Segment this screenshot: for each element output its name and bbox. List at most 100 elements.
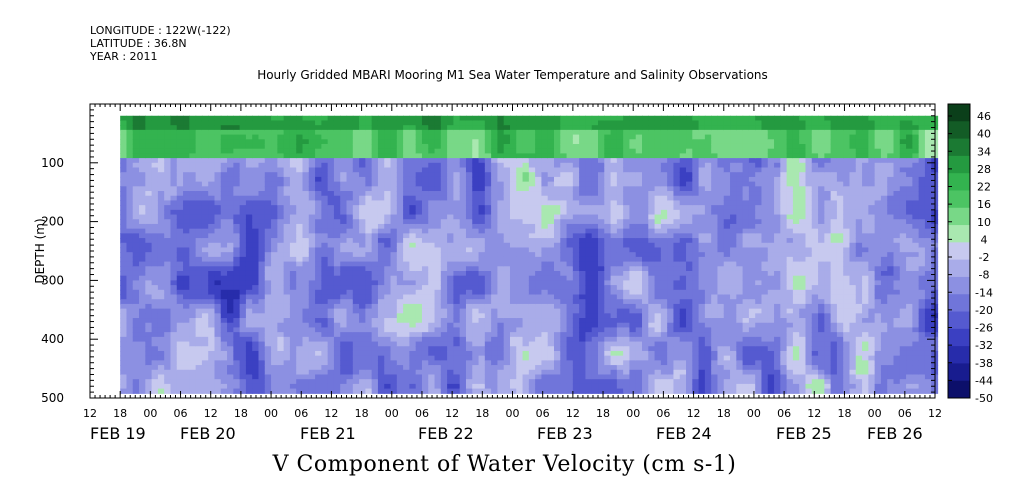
heatmap-cell bbox=[189, 332, 197, 338]
heatmap-cell bbox=[214, 242, 222, 249]
heatmap-cell bbox=[126, 115, 134, 122]
heatmap-cell bbox=[365, 261, 373, 267]
heatmap-cell bbox=[384, 238, 392, 244]
heatmap-cell bbox=[327, 143, 335, 150]
heatmap-cell bbox=[377, 280, 385, 286]
heatmap-cell bbox=[472, 139, 480, 145]
heatmap-cell bbox=[497, 388, 505, 394]
heatmap-cell bbox=[516, 205, 524, 211]
heatmap-cell bbox=[201, 270, 209, 277]
heatmap-cell bbox=[233, 115, 241, 122]
heatmap-cell bbox=[447, 191, 454, 197]
heatmap-cell bbox=[503, 129, 511, 136]
heatmap-cell bbox=[302, 322, 310, 329]
heatmap-cell bbox=[283, 374, 291, 380]
heatmap-cell bbox=[220, 242, 228, 249]
heatmap-cell bbox=[434, 379, 442, 385]
heatmap-cell bbox=[126, 205, 134, 211]
heatmap-cell bbox=[554, 209, 561, 216]
heatmap-cell bbox=[396, 270, 404, 277]
heatmap-cell bbox=[340, 346, 348, 352]
heatmap-cell bbox=[227, 228, 234, 234]
heatmap-cell bbox=[151, 162, 159, 169]
heatmap-cell bbox=[384, 148, 392, 154]
heatmap-cell bbox=[340, 350, 348, 357]
heatmap-cell bbox=[139, 125, 146, 131]
heatmap-cell bbox=[541, 172, 549, 178]
heatmap-cell bbox=[547, 247, 555, 253]
heatmap-cell bbox=[164, 134, 172, 140]
heatmap-cell bbox=[604, 365, 612, 371]
heatmap-cell bbox=[535, 186, 543, 192]
heatmap-cell bbox=[390, 285, 398, 291]
heatmap-cell bbox=[516, 172, 524, 178]
heatmap-cell bbox=[302, 247, 310, 253]
heatmap-cell bbox=[421, 139, 429, 145]
heatmap-cell bbox=[195, 318, 203, 324]
heatmap-cell bbox=[164, 181, 172, 187]
heatmap-cell bbox=[327, 261, 335, 267]
heatmap-cell bbox=[151, 233, 159, 239]
heatmap-cell bbox=[126, 214, 134, 220]
heatmap-cell bbox=[195, 115, 203, 122]
heatmap-cell bbox=[384, 167, 392, 173]
heatmap-cell bbox=[321, 275, 329, 281]
heatmap-cell bbox=[384, 181, 392, 187]
heatmap-cell bbox=[516, 379, 524, 385]
heatmap-cell bbox=[340, 322, 348, 329]
heatmap-cell bbox=[503, 120, 511, 126]
heatmap-cell bbox=[616, 247, 624, 253]
heatmap-cell bbox=[201, 125, 209, 131]
heatmap-cell bbox=[145, 252, 153, 258]
heatmap-cell bbox=[572, 148, 580, 154]
heatmap-cell bbox=[572, 167, 580, 173]
heatmap-cell bbox=[126, 181, 134, 187]
heatmap-cell bbox=[139, 247, 146, 253]
heatmap-cell bbox=[201, 134, 209, 140]
heatmap-cell bbox=[390, 158, 398, 164]
heatmap-cell bbox=[145, 176, 153, 183]
heatmap-cell bbox=[245, 233, 253, 239]
heatmap-cell bbox=[642, 383, 649, 390]
heatmap-cell bbox=[201, 186, 209, 192]
heatmap-cell bbox=[296, 270, 304, 277]
heatmap-cell bbox=[277, 299, 285, 305]
heatmap-cell bbox=[648, 153, 656, 159]
heatmap-cell bbox=[415, 318, 423, 324]
heatmap-cell bbox=[302, 153, 310, 159]
heatmap-cell bbox=[315, 332, 322, 338]
heatmap-cell bbox=[491, 148, 499, 154]
heatmap-cell bbox=[547, 261, 555, 267]
heatmap-cell bbox=[227, 209, 234, 216]
heatmap-cell bbox=[201, 172, 209, 178]
heatmap-cell bbox=[421, 195, 429, 202]
heatmap-cell bbox=[214, 355, 222, 361]
heatmap-cell bbox=[566, 219, 574, 225]
heatmap-cell bbox=[522, 214, 530, 220]
heatmap-cell bbox=[642, 285, 649, 291]
heatmap-cell bbox=[296, 360, 304, 366]
heatmap-cell bbox=[428, 289, 436, 296]
heatmap-cell bbox=[201, 158, 209, 164]
heatmap-cell bbox=[315, 162, 322, 169]
heatmap-cell bbox=[327, 289, 335, 296]
heatmap-cell bbox=[126, 285, 134, 291]
heatmap-cell bbox=[315, 275, 322, 281]
heatmap-cell bbox=[585, 205, 593, 211]
heatmap-cell bbox=[516, 181, 524, 187]
heatmap-cell bbox=[189, 214, 197, 220]
heatmap-cell bbox=[616, 360, 624, 366]
heatmap-cell bbox=[195, 346, 203, 352]
heatmap-cell bbox=[283, 228, 291, 234]
heatmap-cell bbox=[497, 350, 505, 357]
heatmap-cell bbox=[554, 219, 561, 225]
heatmap-cell bbox=[252, 379, 260, 385]
heatmap-cell bbox=[434, 162, 442, 169]
heatmap-cell bbox=[390, 143, 398, 150]
heatmap-cell bbox=[315, 336, 322, 343]
heatmap-cell bbox=[289, 219, 297, 225]
heatmap-cell bbox=[346, 247, 354, 253]
heatmap-cell bbox=[333, 280, 341, 286]
heatmap-cell bbox=[170, 233, 178, 239]
heatmap-cell bbox=[528, 318, 536, 324]
